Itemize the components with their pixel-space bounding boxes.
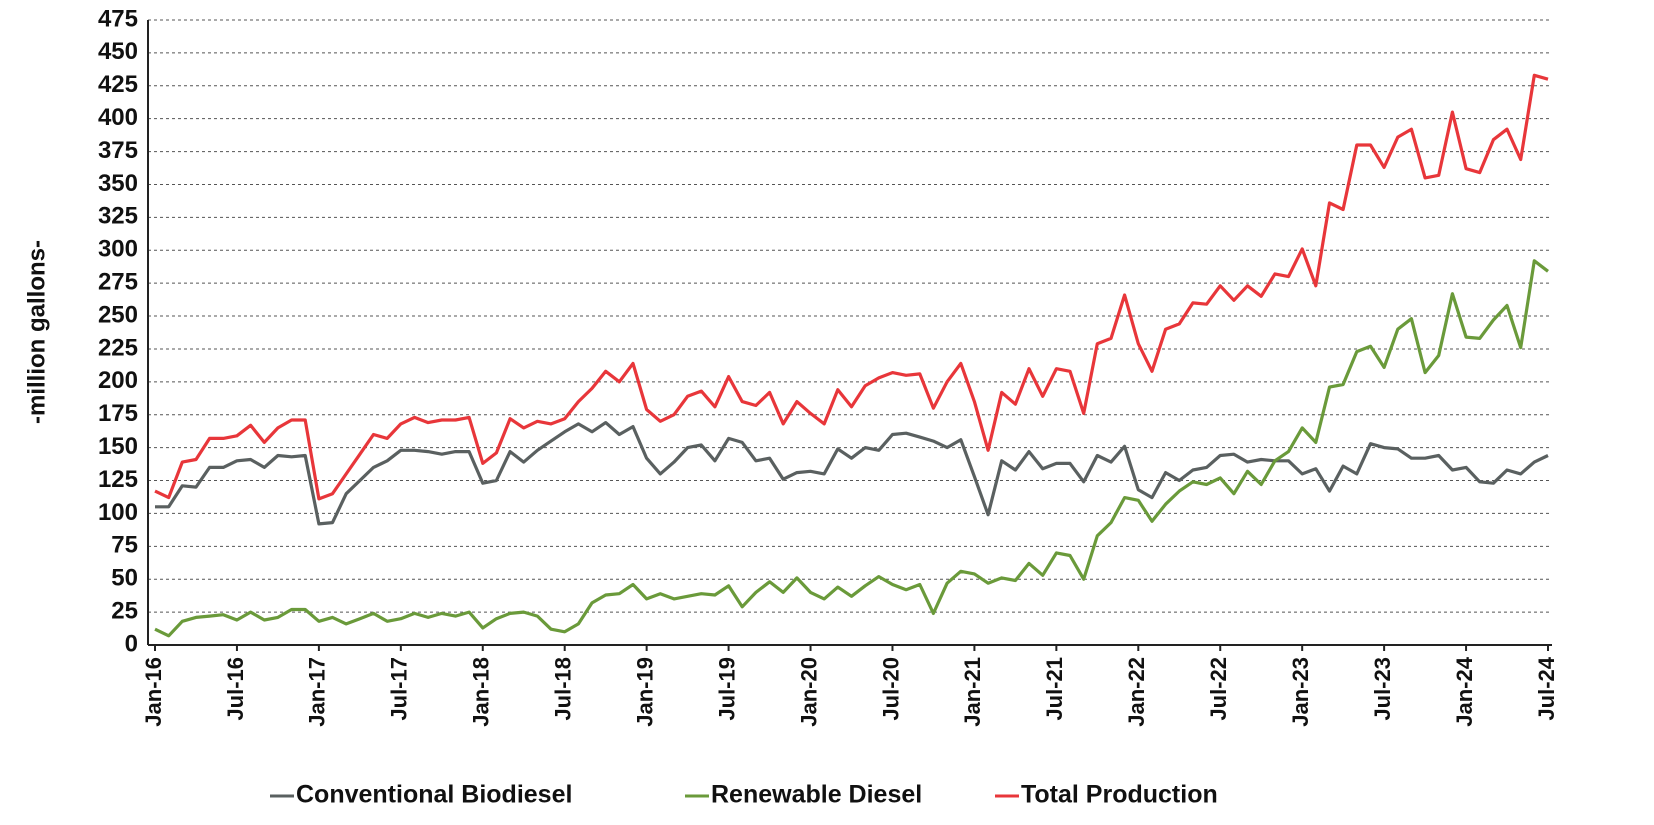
y-tick-label: 175 xyxy=(98,400,138,427)
x-tick-label: Jul-19 xyxy=(714,657,739,721)
x-tick-label: Jan-22 xyxy=(1124,657,1149,727)
y-tick-label: 250 xyxy=(98,301,138,328)
y-tick-label: 400 xyxy=(98,104,138,131)
y-tick-label: 375 xyxy=(98,137,138,164)
x-tick-label: Jan-18 xyxy=(469,657,494,727)
legend-label: Conventional Biodiesel xyxy=(296,781,572,809)
legend-label: Renewable Diesel xyxy=(711,781,922,809)
x-tick-label: Jan-23 xyxy=(1288,657,1313,727)
y-tick-label: 0 xyxy=(125,630,138,657)
x-tick-label: Jan-19 xyxy=(632,657,657,727)
line-series xyxy=(154,259,1549,638)
y-tick-label: 25 xyxy=(111,597,138,624)
line-series xyxy=(155,421,1549,526)
x-tick-label: Jul-18 xyxy=(551,657,576,721)
line-series xyxy=(154,73,1549,501)
y-tick-label: 300 xyxy=(98,236,138,263)
y-tick-label: 275 xyxy=(98,269,138,296)
x-tick-label: Jul-24 xyxy=(1534,656,1559,720)
y-tick-label: 425 xyxy=(98,71,138,98)
y-tick-label: 350 xyxy=(98,170,138,197)
y-tick-label: 200 xyxy=(98,367,138,394)
x-tick-label: Jan-20 xyxy=(796,657,821,727)
y-tick-label: 75 xyxy=(111,532,138,559)
y-tick-label: 325 xyxy=(98,203,138,230)
x-tick-label: Jul-21 xyxy=(1042,657,1067,721)
x-tick-label: Jan-17 xyxy=(305,657,330,727)
y-tick-label: 125 xyxy=(98,466,138,493)
y-tick-label: 50 xyxy=(111,565,138,592)
y-tick-label: 475 xyxy=(98,5,138,32)
x-tick-label: Jul-16 xyxy=(223,657,248,721)
x-tick-label: Jul-20 xyxy=(878,657,903,721)
y-tick-label: 100 xyxy=(98,499,138,526)
legend-label: Total Production xyxy=(1021,781,1218,809)
y-tick-label: 150 xyxy=(98,433,138,460)
x-tick-label: Jan-24 xyxy=(1452,656,1477,726)
x-tick-label: Jul-23 xyxy=(1370,657,1395,721)
y-axis-label: -million gallons- xyxy=(23,240,50,424)
y-tick-label: 450 xyxy=(98,38,138,65)
x-tick-label: Jul-22 xyxy=(1206,657,1231,721)
x-tick-label: Jan-16 xyxy=(141,657,166,727)
x-tick-label: Jan-21 xyxy=(960,657,985,727)
y-tick-label: 225 xyxy=(98,334,138,361)
x-tick-label: Jul-17 xyxy=(387,657,412,721)
